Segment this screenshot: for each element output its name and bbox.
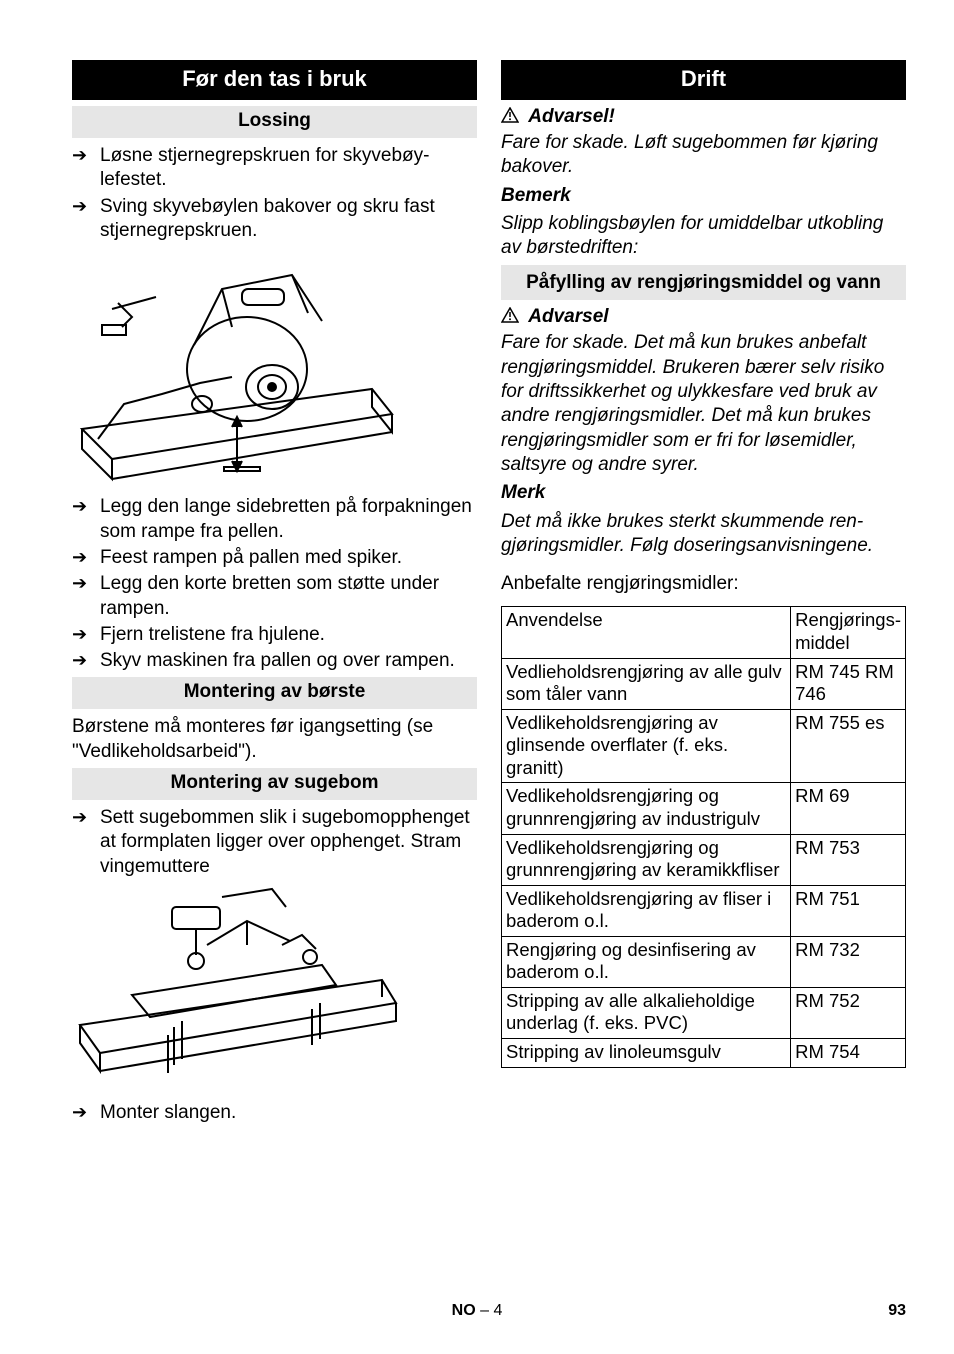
note-1-label: Bemerk (501, 184, 906, 208)
table-intro: Anbefalte rengjøringsmidler: (501, 572, 906, 596)
warning-1-text: Fare for skade. Løft sugebommen før kjø­… (501, 131, 906, 180)
table-cell: Stripping av linoleumsgulv (502, 1039, 791, 1068)
list-item: Fjern trelistene fra hjulene. (72, 623, 477, 647)
subhead-pafylling: Påfylling av rengjøringsmiddel og vann (501, 265, 906, 301)
note-2-label: Merk (501, 481, 906, 505)
table-cell: RM 732 (791, 936, 906, 987)
list-item: Legg den korte bretten som støtte un­der… (72, 572, 477, 621)
table-row: Vedlikeholdsrengjøring av glinsende over… (502, 709, 906, 783)
subhead-lossing: Lossing (72, 106, 477, 138)
list-item: Monter slangen. (72, 1101, 477, 1125)
footer-sep: – (476, 1302, 494, 1319)
table-cell: Stripping av alle alkaliehol­dige underl… (502, 987, 791, 1038)
table-cell: Vedlikeholdsrengjøring av fliser i bader… (502, 885, 791, 936)
table-header-use: Anvendelse (502, 607, 791, 658)
table-row: Vedlikeholdsrengjøring av fliser i bader… (502, 885, 906, 936)
table-row: Stripping av linoleumsgulv RM 754 (502, 1039, 906, 1068)
bullet-list-lossing-a: Løsne stjernegrepskruen for skyvebøy­lef… (72, 144, 477, 243)
list-item: Sett sugebommen slik i sugebomopp­henget… (72, 806, 477, 879)
warning-1-label: Advarsel! (501, 106, 906, 129)
note-1-text: Slipp koblingsbøylen for umiddelbar utko… (501, 212, 906, 261)
table-cell: RM 745 RM 746 (791, 658, 906, 709)
subhead-borste: Montering av børste (72, 677, 477, 709)
table-cell: Vedlikeholdsrengjøring og grunnrengjørin… (502, 783, 791, 834)
list-item: Sving skyvebøylen bakover og skru fast s… (72, 195, 477, 244)
table-cell: Vedlikeholdsrengjøring av glinsende over… (502, 709, 791, 783)
list-item: Feest rampen på pallen med spiker. (72, 546, 477, 570)
table-cell: RM 755 es (791, 709, 906, 783)
table-row: Vedlieholdsrengjøring av alle gulv som t… (502, 658, 906, 709)
table-header-agent: Rengjørings­middel (791, 607, 906, 658)
table-cell: RM 751 (791, 885, 906, 936)
table-cell: RM 69 (791, 783, 906, 834)
bullet-list-lossing-b: Legg den lange sidebretten på forpak­nin… (72, 495, 477, 673)
warning-icon (501, 307, 519, 329)
page-footer: NO – 4 (0, 1302, 954, 1320)
table-cell: RM 753 (791, 834, 906, 885)
section-banner-right: Drift (501, 60, 906, 100)
bullet-list-sugebom-b: Monter slangen. (72, 1101, 477, 1125)
table-row: Rengjøring og desinfisering av baderom o… (502, 936, 906, 987)
footer-page-abs: 93 (888, 1302, 906, 1320)
warning-1-heading: Advarsel! (528, 106, 615, 127)
table-row: Anvendelse Rengjørings­middel (502, 607, 906, 658)
note-2-text: Det må ikke brukes sterkt skummende ren­… (501, 510, 906, 559)
table-cell: Vedlieholdsrengjøring av alle gulv som t… (502, 658, 791, 709)
table-cell: RM 754 (791, 1039, 906, 1068)
section-banner-left: Før den tas i bruk (72, 60, 477, 100)
footer-lang: NO (452, 1302, 476, 1319)
warning-icon (501, 107, 519, 129)
illustration-machine-on-pallet (72, 249, 477, 489)
warning-2-text: Fare for skade. Det må kun brukes anbefa… (501, 331, 906, 477)
table-cell: RM 752 (791, 987, 906, 1038)
table-cell: Rengjøring og desinfisering av baderom o… (502, 936, 791, 987)
illustration-sugebom (72, 885, 477, 1095)
list-item: Legg den lange sidebretten på forpak­nin… (72, 495, 477, 544)
para-borste: Børstene må monteres før igangsetting (s… (72, 715, 477, 764)
table-row: Stripping av alle alkaliehol­dige underl… (502, 987, 906, 1038)
table-cell: Vedlikeholdsrengjøring og grunnrengjørin… (502, 834, 791, 885)
warning-2-heading: Advarsel (528, 306, 608, 327)
subhead-sugebom: Montering av sugebom (72, 768, 477, 800)
table-row: Vedlikeholdsrengjøring og grunnrengjørin… (502, 834, 906, 885)
cleaners-table: Anvendelse Rengjørings­middel Vedliehold… (501, 606, 906, 1067)
footer-page-in: 4 (493, 1302, 502, 1319)
bullet-list-sugebom-a: Sett sugebommen slik i sugebomopp­henget… (72, 806, 477, 879)
list-item: Løsne stjernegrepskruen for skyvebøy­lef… (72, 144, 477, 193)
warning-2-label: Advarsel (501, 306, 906, 329)
list-item: Skyv maskinen fra pallen og over ram­pen… (72, 649, 477, 673)
table-row: Vedlikeholdsrengjøring og grunnrengjørin… (502, 783, 906, 834)
